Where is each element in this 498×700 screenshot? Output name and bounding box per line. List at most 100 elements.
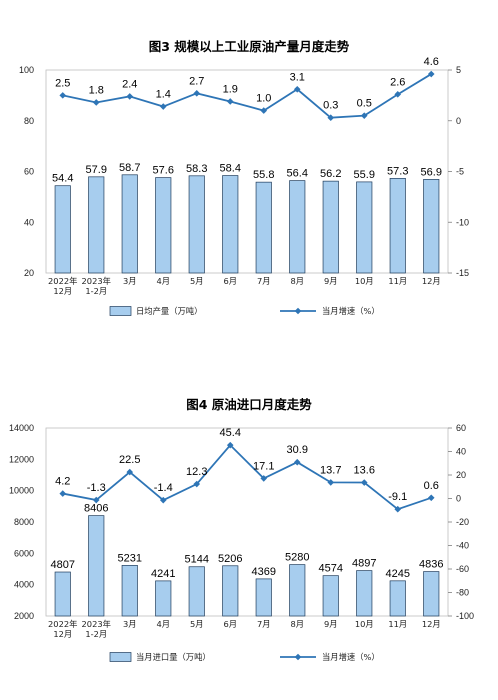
line-point	[159, 103, 167, 110]
x-category-label: 6月	[223, 619, 237, 629]
bar-value-label: 58.4	[220, 163, 241, 175]
y-right-tick-label: -5	[456, 167, 464, 177]
y-left-tick-label: 14000	[9, 423, 34, 433]
y-left-tick-label: 8000	[14, 517, 34, 527]
legend-bar-swatch	[109, 652, 132, 662]
y-right-tick-label: -60	[456, 564, 469, 574]
x-category-label: 5月	[190, 276, 204, 286]
x-category-label: 5月	[190, 619, 204, 629]
line-value-label: 2.6	[390, 76, 405, 88]
x-category-label: 9月	[324, 619, 338, 629]
line-value-label: 13.6	[354, 465, 375, 477]
chart-title: 图4 原油进口月度走势	[186, 397, 312, 412]
bar	[356, 570, 373, 617]
y-left-tick-label: 12000	[9, 454, 34, 464]
bar-value-label: 5206	[218, 553, 242, 565]
bar	[255, 578, 272, 617]
bar	[121, 565, 138, 617]
bar-value-label: 5231	[118, 552, 142, 564]
x-category-label: 2023年	[82, 619, 111, 629]
x-category-label: 3月	[123, 276, 137, 286]
bar	[255, 181, 272, 274]
bar-value-label: 55.9	[354, 169, 375, 181]
line-value-label: 4.6	[424, 56, 439, 68]
y-right-tick-label: -10	[456, 217, 469, 227]
line-point	[59, 490, 67, 497]
x-category-label: 3月	[123, 619, 137, 629]
x-category-label: 2022年	[48, 619, 77, 629]
x-category-label: 11月	[388, 276, 407, 286]
bar	[322, 180, 339, 274]
line-point	[59, 92, 67, 99]
bar	[88, 515, 105, 617]
bar-value-label: 56.9	[421, 166, 442, 178]
line-point	[126, 468, 134, 476]
line-value-label: 1.4	[156, 89, 171, 101]
chart-svg: 图3 规模以上工业原油产量月度走势 20 40 60 80 100 -15 -10 -5 0 5 2…	[19, 39, 469, 316]
legend-line-label: 当月增速（%）	[322, 306, 380, 316]
y-right-tick-label: 0	[456, 116, 461, 126]
line-value-label: 0.3	[323, 100, 338, 112]
bar-value-label: 5280	[285, 552, 309, 564]
y-right-tick-label: -80	[456, 588, 469, 598]
chart-title: 图3 规模以上工业原油产量月度走势	[149, 39, 350, 54]
legend-bar-label: 当月进口量（万吨）	[136, 652, 211, 662]
x-category-label: 4月	[156, 276, 170, 286]
line-point	[394, 505, 402, 513]
x-category-label: 1-2月	[85, 286, 107, 296]
bar	[155, 177, 172, 274]
line-point	[193, 90, 201, 97]
x-category-label: 6月	[223, 276, 237, 286]
line-value-label: 0.6	[424, 480, 439, 492]
line-point	[260, 475, 268, 482]
x-category-label: 10月	[355, 619, 374, 629]
x-category-label: 7月	[257, 276, 271, 286]
bar	[155, 580, 172, 617]
y-left-tick-label: 10000	[9, 486, 34, 496]
bar	[389, 580, 406, 617]
bar	[88, 176, 105, 274]
line-value-label: 2.4	[122, 78, 137, 90]
bar-value-label: 57.6	[153, 165, 174, 177]
line-point	[360, 112, 368, 119]
line-series	[62, 73, 432, 119]
line-value-label: -1.4	[154, 482, 173, 494]
legend-line-marker	[294, 653, 302, 661]
line-value-label: 4.2	[55, 476, 70, 488]
line-point	[427, 494, 435, 502]
chart-svg: 图4 原油进口月度走势 2000 4000 6000 8000 10000 12000 14…	[9, 397, 474, 662]
bar	[222, 175, 239, 274]
bar	[222, 565, 239, 617]
bar	[356, 181, 373, 274]
y-right-tick-label: 5	[456, 65, 461, 75]
x-category-label: 12月	[422, 619, 441, 629]
bar-value-label: 8406	[84, 503, 108, 515]
bar-value-label: 56.2	[320, 168, 341, 180]
bar-value-label: 4836	[419, 559, 443, 571]
line-value-label: 45.4	[220, 427, 241, 439]
y-right-tick-label: -15	[456, 268, 469, 278]
bar-value-label: 5144	[185, 554, 209, 566]
line-point	[92, 99, 100, 106]
line-value-label: 22.5	[119, 454, 140, 466]
line-point	[226, 98, 234, 105]
x-category-label: 12月	[53, 629, 72, 639]
x-category-label: 8月	[290, 276, 304, 286]
bar-value-label: 4574	[319, 563, 343, 575]
bar-value-label: 4245	[386, 568, 410, 580]
x-category-label: 8月	[290, 619, 304, 629]
line-point	[92, 496, 100, 504]
line-point	[293, 458, 301, 466]
line-point	[226, 441, 234, 449]
line-value-label: -9.1	[388, 491, 407, 503]
y-right-tick-label: 40	[456, 447, 466, 457]
bar-value-label: 4369	[252, 566, 276, 578]
line-value-label: 2.7	[189, 75, 204, 87]
line-value-label: -1.3	[87, 482, 106, 494]
line-value-label: 12.3	[186, 466, 207, 478]
x-category-label: 1-2月	[85, 629, 107, 639]
x-category-label: 4月	[156, 619, 170, 629]
line-value-label: 1.9	[223, 83, 238, 95]
x-category-label: 12月	[53, 286, 72, 296]
bar-value-label: 54.4	[52, 173, 73, 185]
